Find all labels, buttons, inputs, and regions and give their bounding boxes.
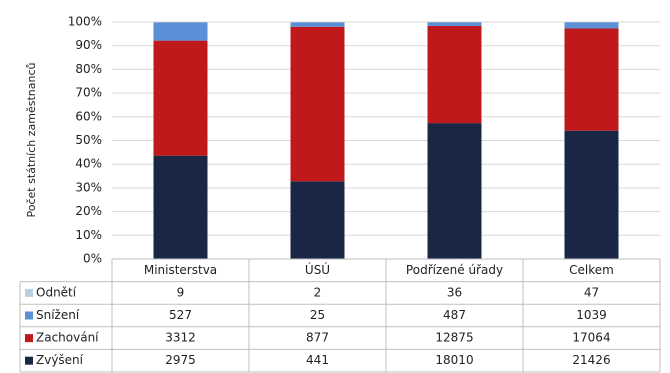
table-value: 2 (314, 285, 322, 299)
y-tick-label: 30% (75, 180, 102, 194)
bar-segment (427, 123, 482, 259)
legend-label: Zvýšení (36, 353, 84, 367)
table-value: 3312 (165, 331, 196, 345)
table-value: 47 (584, 285, 599, 299)
legend-label: Snížení (36, 308, 80, 322)
y-axis-label: Počet státních zaměstnanců (25, 63, 38, 218)
bar-segment (564, 28, 619, 131)
legend-swatch (25, 356, 33, 365)
table-value: 17064 (572, 331, 610, 345)
y-tick-label: 100% (68, 15, 102, 29)
table-value: 25 (310, 308, 325, 322)
table-value: 21426 (572, 353, 610, 367)
y-tick-label: 70% (75, 86, 102, 100)
x-tick-label: ÚSÚ (305, 262, 330, 277)
bar-segment (290, 22, 345, 27)
table-value: 487 (443, 308, 466, 322)
bar-segment (153, 40, 208, 156)
y-tick-label: 60% (75, 109, 102, 123)
bar-segment (290, 181, 345, 259)
legend-swatch (25, 288, 33, 297)
table-value: 36 (447, 285, 462, 299)
x-tick-label: Podřízené úřady (406, 263, 503, 277)
table-value: 877 (306, 331, 329, 345)
x-tick-label: Celkem (569, 263, 614, 277)
table-value: 12875 (435, 331, 473, 345)
y-tick-label: 10% (75, 228, 102, 242)
x-tick-label: Ministerstva (144, 263, 217, 277)
y-tick-label: 40% (75, 157, 102, 171)
bar-segment (427, 25, 482, 124)
y-tick-label: 0% (83, 252, 102, 266)
table-value: 9 (177, 285, 185, 299)
bar-segment (564, 130, 619, 259)
bar-segment (290, 26, 345, 182)
legend-swatch (25, 311, 33, 320)
legend-label: Zachování (36, 331, 99, 345)
bar-segment (427, 22, 482, 26)
table-value: 2975 (165, 353, 196, 367)
legend-swatch (25, 334, 33, 343)
y-tick-label: 80% (75, 62, 102, 76)
bar-segment (564, 22, 619, 29)
bar-segment (153, 22, 208, 41)
table-value: 527 (169, 308, 192, 322)
bar-segment (153, 155, 208, 259)
y-tick-label: 20% (75, 204, 102, 218)
y-tick-label: 90% (75, 38, 102, 52)
table-value: 18010 (435, 353, 473, 367)
legend-label: Odnětí (36, 285, 77, 299)
table-value: 441 (306, 353, 329, 367)
table-value: 1039 (576, 308, 607, 322)
y-tick-label: 50% (75, 133, 102, 147)
